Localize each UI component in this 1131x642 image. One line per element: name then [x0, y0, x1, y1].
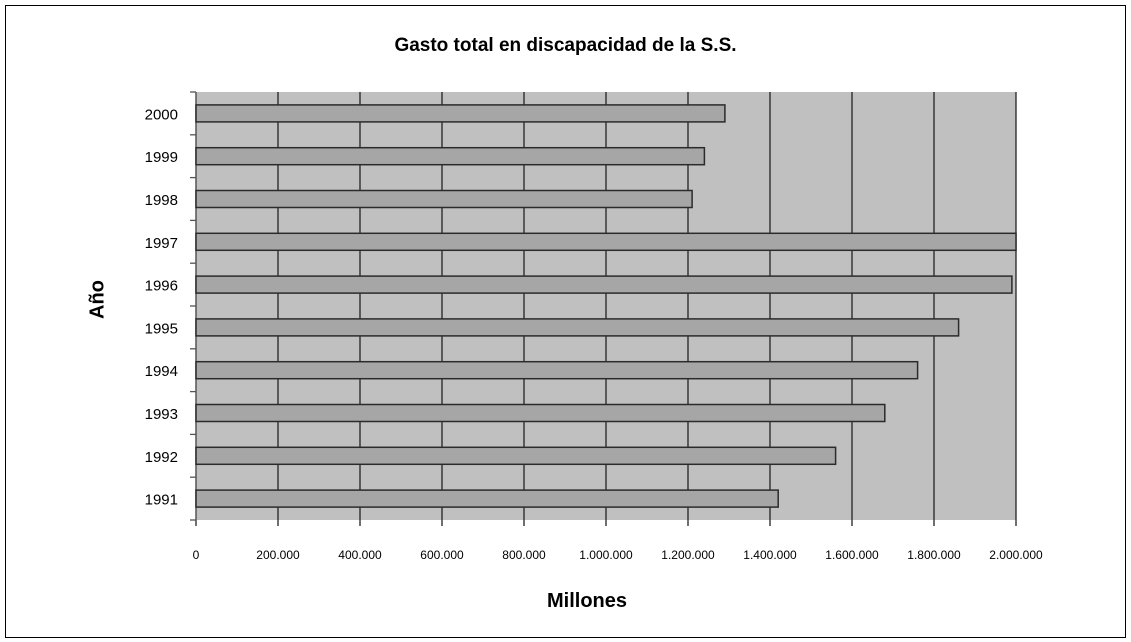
y-tick-label: 1992 [145, 449, 178, 466]
bar-1997 [195, 232, 1017, 252]
bar-1999 [195, 146, 706, 166]
x-tick-label: 200.000 [256, 548, 300, 562]
x-tick-label: 1.000.000 [579, 548, 633, 562]
x-tick-label: 1.800.000 [907, 548, 961, 562]
bar-1996 [195, 275, 1013, 294]
bar-1993 [195, 403, 886, 423]
bar-2000 [195, 104, 726, 123]
x-tick-label: 1.600.000 [825, 548, 879, 562]
y-tick-label: 1994 [145, 363, 178, 380]
y-tick-label: 1996 [145, 278, 178, 295]
y-tick-label: 1993 [145, 406, 178, 423]
bar-1994 [195, 360, 919, 380]
bar-1995 [195, 318, 960, 337]
chart-title: Gasto total en discapacidad de la S.S. [394, 35, 737, 56]
x-tick-label: 2.000.000 [989, 548, 1043, 562]
x-tick-label: 800.000 [502, 548, 546, 562]
y-tick-label: 1991 [145, 492, 178, 509]
bar-1991 [195, 489, 779, 508]
bar-1992 [195, 446, 837, 466]
y-tick-label: 1997 [145, 235, 178, 252]
bar-1998 [195, 189, 693, 209]
y-tick-label: 1999 [145, 149, 178, 166]
y-tick-label: 2000 [145, 106, 178, 123]
x-tick-label: 1.400.000 [743, 548, 797, 562]
x-tick-label: 400.000 [338, 548, 382, 562]
x-tick-label: 0 [193, 548, 200, 562]
y-tick-label: 1998 [145, 192, 178, 209]
x-tick-label: 600.000 [420, 548, 464, 562]
x-tick-label: 1.200.000 [661, 548, 715, 562]
x-axis-label: Millones [546, 590, 627, 612]
y-tick-label: 1995 [145, 320, 178, 337]
